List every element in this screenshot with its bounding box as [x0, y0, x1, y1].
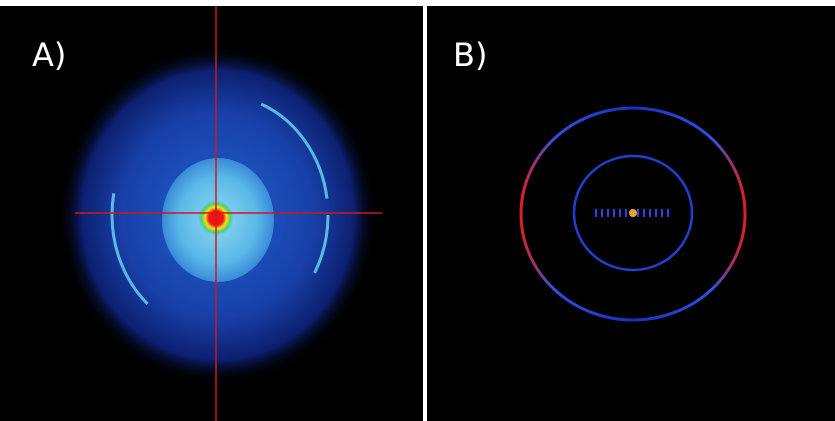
panel-b: B): [427, 6, 835, 421]
panel-label: B): [453, 36, 487, 74]
panel-a: A): [0, 6, 423, 421]
panel-label: A): [32, 36, 66, 74]
page: A) B) (() => { const data = JSON.parse(d…: [0, 0, 835, 421]
figure: A) B): [0, 0, 835, 421]
center-spot: [629, 209, 637, 217]
